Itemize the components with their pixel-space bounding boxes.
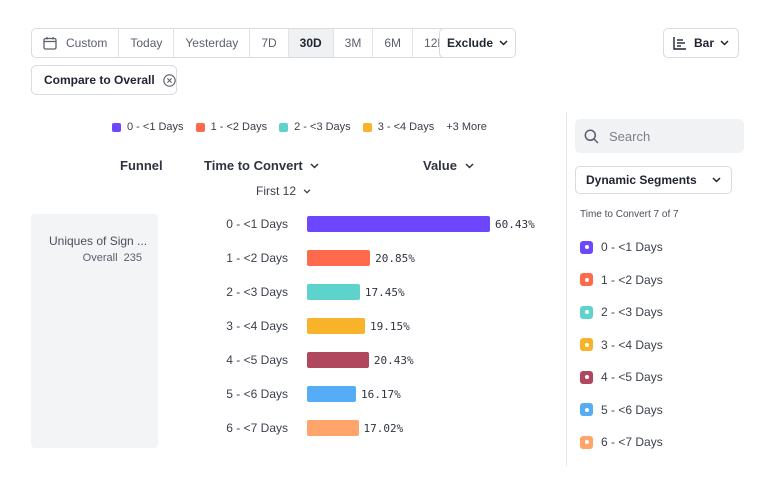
exclude-label: Exclude: [446, 36, 494, 50]
date-range-6m-button[interactable]: 6M: [373, 29, 414, 57]
legend-item[interactable]: 3 - <4 Days: [362, 121, 435, 133]
funnel-step-name: Uniques of Sign ...: [49, 234, 148, 248]
chevron-down-icon: [712, 177, 721, 183]
compare-label: Compare to Overall: [44, 73, 155, 87]
segment-item[interactable]: 0 - <1 Days: [580, 240, 663, 254]
chart-type-dropdown[interactable]: Bar: [663, 28, 739, 58]
value-column-header[interactable]: Value: [423, 158, 474, 173]
legend-swatch: [112, 122, 121, 132]
date-range-custom-button[interactable]: Custom: [32, 29, 120, 57]
bar-value-label: 16.17%: [360, 388, 401, 401]
chart-type-label: Bar: [693, 36, 714, 50]
search-icon: [584, 129, 599, 144]
date-range-yesterday-button[interactable]: Yesterday: [174, 29, 251, 57]
time-to-convert-label: Time to Convert: [204, 158, 303, 173]
segment-checkbox[interactable]: [580, 435, 593, 449]
funnel-step-card[interactable]: Uniques of Sign ... Overall 235: [31, 214, 158, 448]
time-to-convert-column-header[interactable]: Time to Convert: [204, 158, 319, 173]
legend-item[interactable]: 0 - <1 Days: [112, 121, 184, 133]
bar-value-label: 20.43%: [373, 354, 414, 367]
bar-chart-icon: [673, 37, 686, 50]
segment-list-title: Time to Convert 7 of 7: [580, 209, 679, 220]
legend-swatch: [195, 122, 205, 132]
value-label: Value: [423, 158, 457, 173]
chevron-down-icon: [720, 40, 729, 46]
bar[interactable]: [307, 250, 371, 266]
legend-label: 3 - <4 Days: [377, 121, 435, 133]
segment-item[interactable]: 4 - <5 Days: [580, 370, 663, 384]
segment-item[interactable]: 2 - <3 Days: [580, 305, 663, 319]
segment-label: 0 - <1 Days: [601, 240, 663, 254]
bar-value-label: 20.85%: [375, 252, 415, 265]
segment-checkbox[interactable]: [580, 370, 593, 384]
segments-dropdown[interactable]: Dynamic Segments: [575, 166, 732, 194]
bar[interactable]: [307, 386, 356, 402]
compare-to-overall-chip[interactable]: Compare to Overall: [31, 65, 177, 95]
chart-legend: 0 - <1 Days 1 - <2 Days 2 - <3 Days 3 - …: [112, 121, 499, 133]
segment-checkbox[interactable]: [580, 273, 593, 286]
bar-category-label: 2 - <3 Days: [226, 285, 288, 299]
segment-item[interactable]: 3 - <4 Days: [580, 338, 663, 352]
close-circle-icon[interactable]: [162, 73, 176, 87]
bar[interactable]: [307, 216, 490, 232]
overall-count: 235: [123, 252, 142, 264]
bar-category-label: 1 - <2 Days: [226, 251, 288, 265]
bar[interactable]: [307, 284, 360, 300]
segments-dropdown-label: Dynamic Segments: [586, 173, 697, 187]
calendar-icon: [43, 37, 57, 50]
bar[interactable]: [307, 420, 359, 436]
chevron-down-icon: [303, 188, 311, 194]
bar-value-label: 19.15%: [369, 320, 410, 333]
funnel-column-header: Funnel: [120, 158, 163, 173]
legend-label: 0 - <1 Days: [127, 121, 184, 133]
segment-checkbox[interactable]: [580, 403, 593, 416]
date-range-group: Custom Today Yesterday 7D 30D 3M 6M 12M: [31, 28, 460, 58]
chevron-down-icon: [310, 162, 319, 169]
search-input[interactable]: [609, 128, 729, 144]
bar-category-label: 5 - <6 Days: [226, 387, 288, 401]
bar[interactable]: [307, 318, 365, 334]
segment-label: 6 - <7 Days: [601, 435, 663, 449]
segment-label: 2 - <3 Days: [601, 305, 663, 319]
bar-value-label: 60.43%: [495, 218, 535, 231]
funnel-overall-count: Overall 235: [83, 252, 142, 264]
panel-divider: [566, 112, 567, 466]
first-n-dropdown[interactable]: First 12: [256, 184, 311, 198]
first-n-label: First 12: [256, 184, 297, 198]
segment-checkbox[interactable]: [580, 305, 593, 319]
date-range-3m-button[interactable]: 3M: [334, 29, 374, 57]
legend-swatch: [362, 122, 372, 132]
segment-item[interactable]: 6 - <7 Days: [580, 435, 663, 449]
date-range-7d-button[interactable]: 7D: [250, 29, 289, 57]
date-range-today-button[interactable]: Today: [119, 29, 175, 57]
segment-checkbox[interactable]: [580, 240, 593, 254]
exclude-dropdown[interactable]: Exclude: [439, 28, 516, 58]
chevron-down-icon: [499, 40, 508, 46]
legend-item[interactable]: 1 - <2 Days: [195, 121, 268, 133]
legend-swatch: [279, 122, 289, 132]
bar-category-label: 3 - <4 Days: [226, 319, 288, 333]
date-range-label: Custom: [66, 36, 108, 50]
bar-category-label: 4 - <5 Days: [226, 353, 288, 367]
legend-more-link[interactable]: +3 More: [446, 121, 487, 133]
segment-item[interactable]: 1 - <2 Days: [580, 273, 663, 287]
date-range-30d-button[interactable]: 30D: [288, 29, 334, 57]
chevron-down-icon: [465, 162, 474, 169]
legend-label: 1 - <2 Days: [210, 121, 268, 133]
segment-label: 3 - <4 Days: [601, 337, 663, 352]
bar-category-label: 0 - <1 Days: [226, 217, 288, 231]
bar-category-label: 6 - <7 Days: [226, 421, 288, 435]
bar[interactable]: [307, 352, 369, 368]
legend-label: 2 - <3 Days: [294, 121, 351, 133]
bar-value-label: 17.02%: [363, 422, 404, 435]
segment-label: 4 - <5 Days: [601, 370, 663, 384]
segment-label: 5 - <6 Days: [601, 402, 663, 417]
search-box[interactable]: [575, 119, 744, 153]
segment-item[interactable]: 5 - <6 Days: [580, 403, 663, 417]
overall-label: Overall: [82, 252, 118, 264]
segment-checkbox[interactable]: [580, 338, 593, 351]
bar-value-label: 17.45%: [364, 286, 405, 299]
segment-label: 1 - <2 Days: [601, 272, 663, 287]
legend-item[interactable]: 2 - <3 Days: [279, 121, 351, 133]
